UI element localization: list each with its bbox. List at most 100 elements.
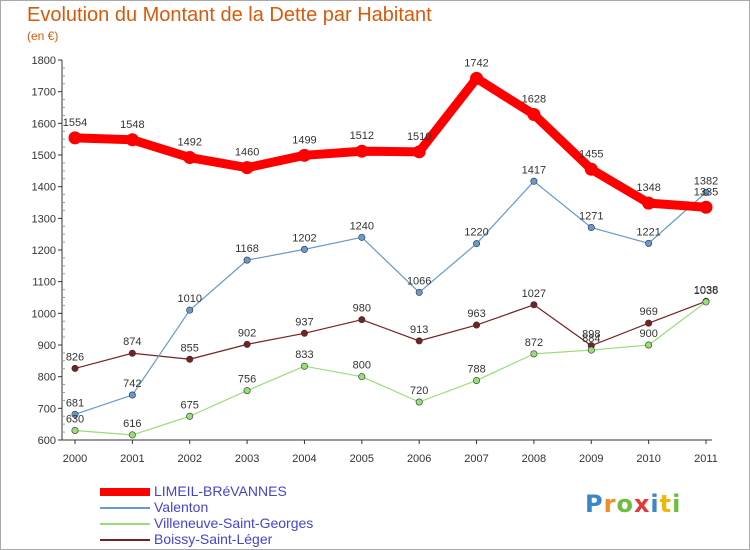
- data-label: 1027: [522, 288, 546, 300]
- data-point: [300, 362, 308, 370]
- data-label: 1499: [292, 134, 316, 146]
- legend-swatch: [100, 539, 150, 541]
- data-point: [300, 329, 308, 337]
- x-tick-label: 2010: [636, 453, 660, 465]
- data-point: [415, 337, 423, 345]
- data-label: 937: [295, 316, 313, 328]
- x-tick-label: 2001: [120, 453, 144, 465]
- data-point: [243, 387, 251, 395]
- logo-letter: i: [672, 490, 682, 518]
- data-point: [297, 148, 311, 162]
- data-point: [584, 162, 598, 176]
- legend-item-boissy: Boissy-Saint-Léger: [100, 531, 400, 548]
- data-point: [300, 245, 308, 253]
- data-label: 1221: [636, 226, 660, 238]
- data-label: 1066: [407, 275, 431, 287]
- data-point: [125, 133, 139, 147]
- data-point: [243, 256, 251, 264]
- legend-label: Boissy-Saint-Léger: [154, 531, 273, 547]
- data-labels: 826 874 855 902 937 980 913 963 1027 898 969 1038 63…: [63, 57, 718, 430]
- data-label: 826: [66, 351, 84, 363]
- logo-letter: t: [659, 490, 673, 518]
- x-tick-label: 2009: [579, 453, 603, 465]
- data-label: 742: [123, 378, 141, 390]
- y-tick-label: 1600: [32, 118, 56, 130]
- data-point: [128, 391, 136, 399]
- data-label: 1548: [120, 119, 144, 131]
- data-point: [68, 131, 82, 145]
- x-tick-label: 2011: [694, 453, 718, 465]
- data-label: 913: [410, 324, 428, 336]
- y-tick-label: 700: [38, 403, 56, 415]
- data-label: 788: [467, 363, 485, 375]
- chart-title: Evolution du Montant de la Dette par Hab…: [27, 4, 432, 26]
- data-point: [587, 346, 595, 354]
- logo-letter: i: [650, 490, 660, 518]
- data-point: [183, 151, 197, 165]
- logo-letter: x: [633, 490, 651, 518]
- data-label: 855: [181, 342, 199, 354]
- data-label: 1036: [694, 285, 718, 297]
- y-tick-label: 1400: [32, 182, 56, 194]
- data-label: 872: [525, 337, 543, 349]
- logo-letter: r: [603, 490, 617, 518]
- series-line: [74, 301, 707, 436]
- data-point: [355, 144, 369, 158]
- data-label: 1010: [177, 293, 201, 305]
- data-label: 800: [353, 360, 371, 372]
- x-tick-label: 2002: [177, 453, 201, 465]
- legend-item-valenton: Valenton: [100, 499, 400, 516]
- logo-letter: o: [616, 490, 634, 518]
- y-tick-label: 1700: [32, 87, 56, 99]
- data-point: [128, 349, 136, 357]
- data-point: [358, 316, 366, 324]
- legend-label: LIMEIL-BRéVANNES: [154, 483, 287, 499]
- data-point: [645, 239, 653, 247]
- data-point: [530, 350, 538, 358]
- x-tick-label: 2008: [522, 453, 546, 465]
- data-label: 1512: [350, 130, 374, 142]
- y-tick-label: 1800: [32, 55, 56, 67]
- legend-swatch: [100, 488, 150, 496]
- data-point: [702, 298, 710, 306]
- data-label: 902: [238, 327, 256, 339]
- data-point: [412, 145, 426, 159]
- data-label: 675: [181, 399, 199, 411]
- legend-item-villeneuve: Villeneuve-Saint-Georges: [100, 515, 400, 532]
- x-tick-label: 2005: [350, 453, 374, 465]
- data-label: 963: [467, 308, 485, 320]
- data-label: 1240: [350, 220, 374, 232]
- y-tick-label: 1300: [32, 213, 56, 225]
- data-point: [473, 376, 481, 384]
- y-tick-label: 1500: [32, 150, 56, 162]
- legend-item-limeil: LIMEIL-BRéVANNES: [100, 483, 400, 500]
- data-label: 616: [123, 418, 141, 430]
- data-point: [358, 373, 366, 381]
- data-point: [642, 196, 656, 210]
- data-point: [530, 301, 538, 309]
- data-point: [473, 240, 481, 248]
- data-label: 681: [66, 397, 84, 409]
- legend-swatch: [100, 523, 150, 525]
- unit-label: (en €): [27, 29, 59, 43]
- data-label: 1202: [292, 232, 316, 244]
- data-point: [186, 306, 194, 314]
- data-point: [473, 321, 481, 329]
- series-line: [74, 73, 707, 212]
- x-tick-label: 2004: [292, 453, 316, 465]
- series-line: [74, 180, 707, 415]
- y-tick-label: 900: [38, 340, 56, 352]
- legend: LIMEIL-BRéVANNES Valenton Villeneuve-Sai…: [100, 483, 400, 548]
- data-point: [128, 431, 136, 439]
- data-point: [530, 177, 538, 185]
- data-point: [186, 412, 194, 420]
- data-label: 1168: [235, 243, 259, 255]
- axes: 600 700 800 900 1000 1100 1200 1300 1400 1500 1600…: [32, 55, 718, 465]
- data-point: [71, 410, 79, 418]
- y-tick-label: 1100: [32, 277, 56, 289]
- y-tick-label: 1200: [32, 245, 56, 257]
- line-chart: 600 700 800 900 1000 1100 1200 1300 1400 1500 1600…: [32, 55, 719, 465]
- data-points: [68, 71, 713, 439]
- data-point: [470, 71, 484, 85]
